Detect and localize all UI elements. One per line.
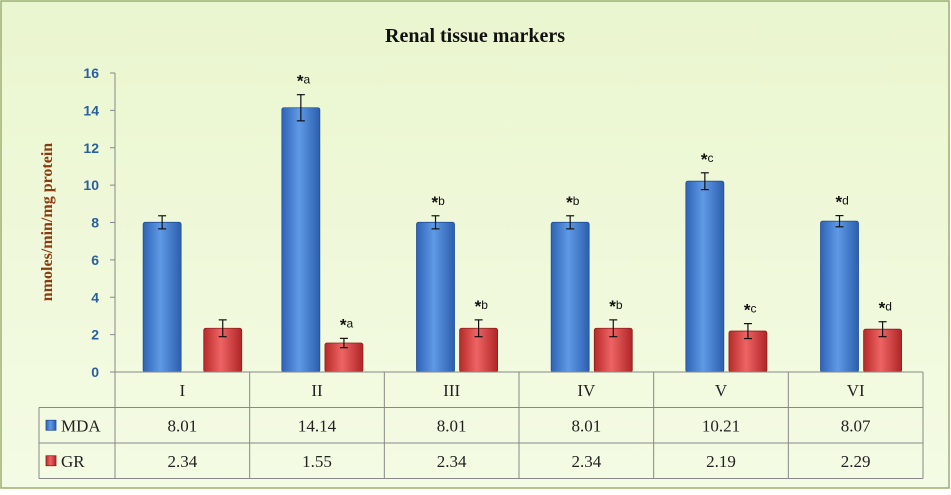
legend-swatch-mda [45,419,57,431]
y-tick-label: 6 [91,252,99,268]
table-cell: 8.01 [167,416,197,435]
y-axis-label: nmoles/min/mg protein [39,143,56,301]
significance-annotation: *d [879,299,892,318]
table-cell: 2.34 [571,452,601,471]
table-cell: 2.34 [167,452,197,471]
significance-annotation: *a [340,315,354,334]
y-tick-label: 4 [91,289,99,305]
table-cell: 8.07 [841,416,871,435]
significance-annotation: *d [836,193,849,212]
y-axis-ticks: 0 2 4 6 8 10 12 14 16 [83,65,116,380]
table-cell: 2.34 [437,452,467,471]
significance-annotation: *c [744,301,757,320]
table-cell: 8.01 [437,416,467,435]
bar-mda [550,221,590,373]
significance-annotation: *b [566,193,580,212]
chart-title: Renal tissue markers [385,25,565,47]
category-label: V [715,381,728,400]
significance-annotation: *b [475,297,489,316]
annotations-layer: *a *b *b *c *d *a *b *b *c *d [297,72,892,335]
table-cell: 1.55 [302,452,332,471]
legend-label: MDA [61,416,101,435]
category-label: I [179,381,185,400]
bar-mda [820,220,859,373]
category-label: IV [577,381,596,400]
table-cell: 10.21 [702,416,740,435]
y-tick-label: 12 [83,140,99,156]
bar-mda [685,180,725,373]
y-tick-label: 14 [83,102,99,118]
significance-annotation: *c [701,150,714,169]
category-label: II [311,381,323,400]
y-tick-label: 8 [91,215,99,231]
y-tick-label: 2 [91,327,99,343]
bar-mda [416,221,455,373]
table-cell: 2.29 [841,452,871,471]
legend-swatch-gr [45,455,57,467]
category-label: III [443,381,460,400]
significance-annotation: *b [609,297,623,316]
table-cell: 2.19 [706,452,736,471]
y-tick-label: 10 [83,177,99,193]
legend-label: GR [61,452,85,471]
y-tick-label: 16 [83,65,99,81]
bar-mda [142,221,182,373]
y-tick-label: 0 [91,364,99,380]
table-cell: 8.01 [571,416,601,435]
significance-annotation: *a [297,72,311,91]
significance-annotation: *b [432,193,446,212]
table-cell: 14.14 [298,416,337,435]
bar-mda [281,107,321,373]
category-label: VI [847,381,865,400]
